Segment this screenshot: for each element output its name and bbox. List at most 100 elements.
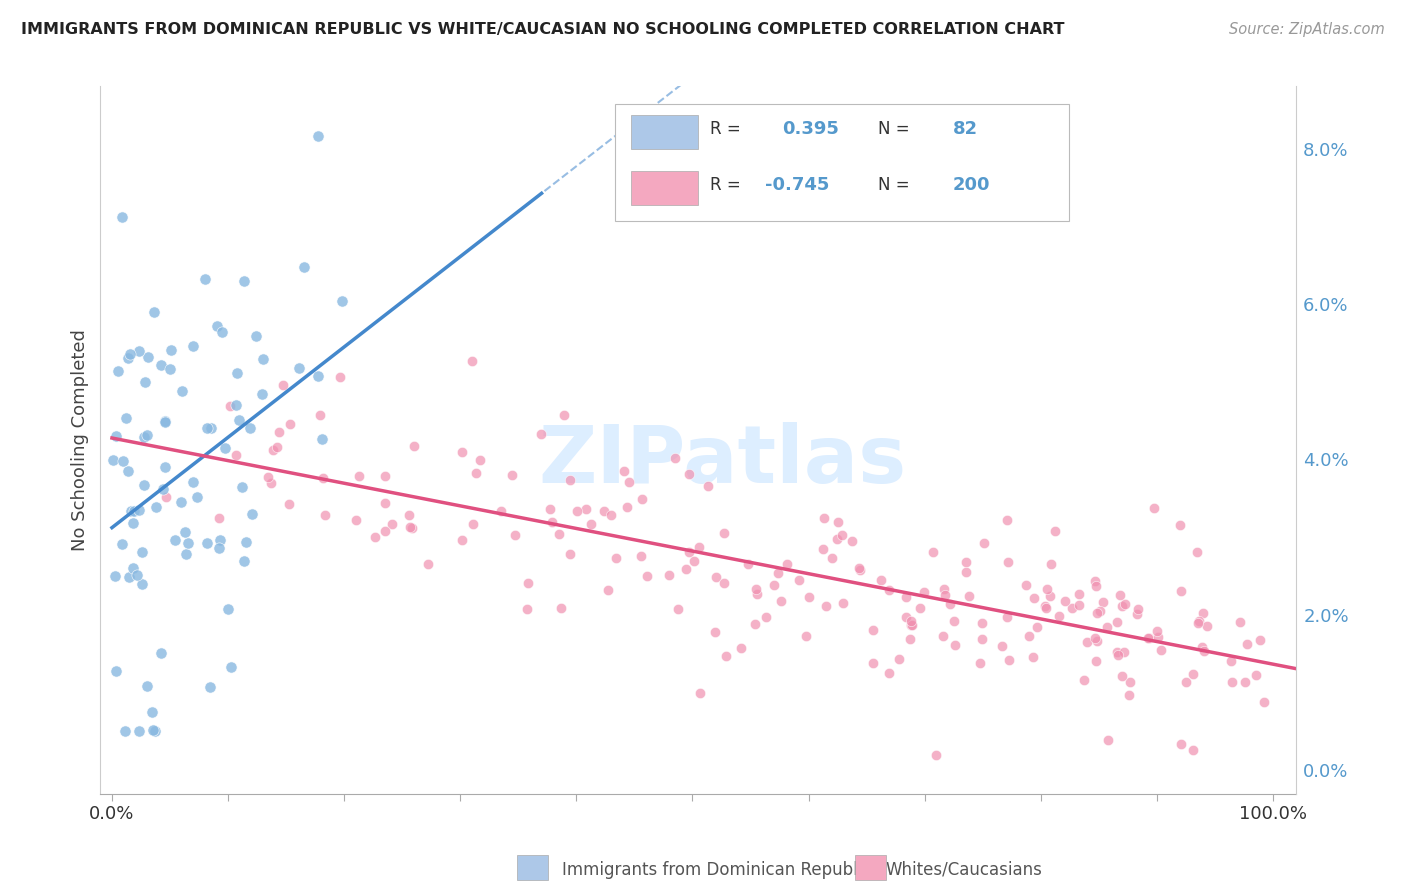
Point	[1194, 644, 1216, 658]
Point	[111, 454, 134, 468]
Point	[1022, 591, 1045, 606]
Point	[612, 464, 634, 478]
Point	[1095, 620, 1118, 634]
Point	[288, 360, 311, 375]
Point	[713, 526, 735, 541]
Point	[271, 378, 294, 392]
Point	[541, 515, 564, 529]
Text: -0.745: -0.745	[765, 177, 830, 194]
Point	[1090, 604, 1112, 618]
Point	[450, 444, 472, 458]
Point	[766, 566, 789, 580]
Point	[214, 441, 236, 455]
Point	[943, 638, 966, 652]
Point	[266, 440, 288, 454]
Point	[547, 526, 569, 541]
Point	[1085, 634, 1108, 648]
Y-axis label: No Schooling Completed: No Schooling Completed	[72, 329, 89, 551]
Point	[150, 647, 173, 661]
Point	[553, 408, 575, 422]
Point	[136, 428, 159, 442]
Point	[172, 384, 194, 398]
Point	[877, 665, 900, 680]
Point	[239, 421, 262, 435]
Point	[1128, 601, 1150, 615]
Point	[381, 517, 404, 532]
Point	[1107, 648, 1129, 662]
Point	[402, 439, 425, 453]
Point	[1076, 635, 1098, 649]
Point	[141, 705, 163, 719]
Point	[616, 500, 638, 515]
Point	[307, 368, 329, 383]
Point	[815, 599, 838, 613]
Point	[1150, 642, 1173, 657]
Point	[195, 535, 218, 549]
Point	[713, 576, 735, 591]
Point	[596, 583, 619, 598]
Point	[117, 351, 139, 365]
Point	[831, 596, 853, 610]
Point	[894, 610, 917, 624]
Point	[226, 366, 249, 380]
Point	[174, 525, 197, 540]
Point	[813, 511, 835, 525]
Point	[678, 467, 700, 481]
Point	[1035, 582, 1057, 597]
Point	[1109, 588, 1132, 602]
Point	[1114, 644, 1136, 658]
Text: Source: ZipAtlas.com: Source: ZipAtlas.com	[1229, 22, 1385, 37]
Point	[998, 653, 1021, 667]
Point	[174, 547, 197, 561]
Point	[170, 494, 193, 508]
Text: 200: 200	[953, 177, 991, 194]
Point	[658, 567, 681, 582]
Point	[159, 362, 181, 376]
Point	[675, 562, 697, 576]
Point	[159, 343, 181, 358]
Point	[131, 545, 153, 559]
Point	[932, 582, 955, 596]
Point	[364, 530, 387, 544]
Point	[755, 610, 778, 624]
Point	[900, 618, 922, 632]
Point	[579, 517, 602, 532]
Point	[849, 563, 872, 577]
Point	[550, 601, 572, 615]
Point	[870, 573, 893, 587]
Point	[827, 515, 849, 529]
Point	[1018, 629, 1040, 643]
Point	[689, 686, 711, 700]
Point	[1033, 599, 1056, 613]
Point	[908, 601, 931, 615]
Point	[142, 723, 165, 738]
Point	[955, 555, 977, 569]
Point	[1126, 607, 1149, 622]
Point	[278, 497, 301, 511]
Point	[1073, 673, 1095, 688]
Text: 0.395: 0.395	[782, 120, 839, 137]
Point	[600, 508, 623, 523]
Point	[1053, 593, 1076, 607]
Point	[997, 513, 1019, 527]
Point	[1114, 597, 1136, 611]
Point	[1111, 669, 1133, 683]
Point	[862, 624, 884, 638]
Text: Whites/Caucasians: Whites/Caucasians	[886, 861, 1043, 879]
Point	[269, 425, 291, 439]
Point	[934, 589, 956, 603]
Point	[208, 511, 231, 525]
Point	[704, 570, 727, 584]
Point	[194, 272, 217, 286]
Point	[1067, 598, 1090, 612]
Point	[714, 648, 737, 663]
Point	[398, 520, 420, 534]
Point	[503, 528, 526, 542]
Point	[769, 594, 792, 608]
Point	[1249, 633, 1271, 648]
Point	[374, 496, 396, 510]
Point	[232, 554, 254, 568]
Point	[104, 664, 127, 678]
Point	[252, 351, 274, 366]
Point	[939, 597, 962, 611]
